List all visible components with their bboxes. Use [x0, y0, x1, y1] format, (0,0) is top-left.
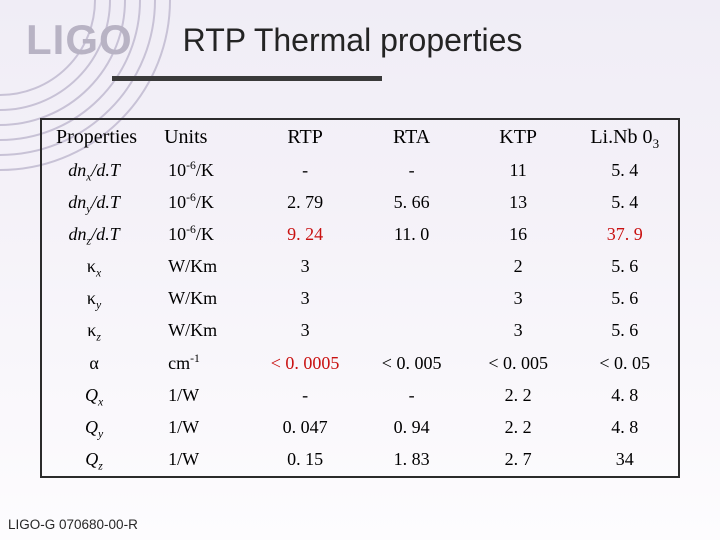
table-row: κyW/Km335. 6	[42, 283, 678, 315]
linb-cell: 34	[571, 444, 678, 476]
rta-cell: 0. 94	[358, 412, 465, 444]
table-row: Qx1/W--2. 24. 8	[42, 380, 678, 412]
property-cell: κy	[42, 283, 150, 315]
col-linb-label: Li.Nb 0	[590, 126, 652, 148]
linb-cell: 5. 6	[571, 283, 678, 315]
property-cell: dnz/d.T	[42, 219, 150, 251]
rtp-cell: 3	[252, 283, 359, 315]
rta-cell: -	[358, 155, 465, 187]
col-linb-sub: 3	[653, 136, 660, 151]
table-row: αcm-1< 0. 0005< 0. 005< 0. 005< 0. 05	[42, 348, 678, 380]
rtp-cell: 9. 24	[252, 219, 359, 251]
table-body: dnx/d.T10-6/K--115. 4dny/d.T10-6/K2. 795…	[42, 155, 678, 476]
property-cell: dnx/d.T	[42, 155, 150, 187]
ktp-cell: 16	[465, 219, 572, 251]
units-cell: W/Km	[150, 251, 252, 283]
col-units: Units	[150, 120, 252, 155]
linb-cell: 5. 4	[571, 187, 678, 219]
rtp-cell: 3	[252, 251, 359, 283]
col-rtp: RTP	[252, 120, 359, 155]
units-cell: 10-6/K	[150, 155, 252, 187]
property-cell: κx	[42, 251, 150, 283]
linb-cell: 5. 6	[571, 251, 678, 283]
units-cell: 1/W	[150, 380, 252, 412]
units-cell: W/Km	[150, 283, 252, 315]
rta-cell	[358, 251, 465, 283]
ktp-cell: 3	[465, 283, 572, 315]
property-cell: Qx	[42, 380, 150, 412]
rta-cell	[358, 315, 465, 347]
rtp-cell: 0. 047	[252, 412, 359, 444]
rta-cell: -	[358, 380, 465, 412]
header: LIGO RTP Thermal properties	[26, 16, 700, 64]
linb-cell: 4. 8	[571, 380, 678, 412]
linb-cell: 37. 9	[571, 219, 678, 251]
ktp-cell: 13	[465, 187, 572, 219]
ktp-cell: 2. 2	[465, 380, 572, 412]
rtp-cell: 0. 15	[252, 444, 359, 476]
linb-cell: 4. 8	[571, 412, 678, 444]
units-cell: 1/W	[150, 412, 252, 444]
rtp-cell: 3	[252, 315, 359, 347]
rtp-cell: -	[252, 155, 359, 187]
property-cell: dny/d.T	[42, 187, 150, 219]
table-row: Qz1/W0. 151. 832. 734	[42, 444, 678, 476]
units-cell: W/Km	[150, 315, 252, 347]
ktp-cell: 2	[465, 251, 572, 283]
table-row: κxW/Km3 25. 6	[42, 251, 678, 283]
units-cell: 10-6/K	[150, 187, 252, 219]
ktp-cell: 2. 2	[465, 412, 572, 444]
table-row: dnz/d.T10-6/K9. 2411. 01637. 9	[42, 219, 678, 251]
table-row: κzW/Km335. 6	[42, 315, 678, 347]
properties-table-container: Properties Units RTP RTA KTP Li.Nb 03 dn…	[40, 118, 680, 478]
units-cell: 10-6/K	[150, 219, 252, 251]
table-row: dny/d.T10-6/K2. 795. 66135. 4	[42, 187, 678, 219]
table-row: dnx/d.T10-6/K--115. 4	[42, 155, 678, 187]
table-row: Qy1/W0. 0470. 942. 24. 8	[42, 412, 678, 444]
slide-footer: LIGO-G 070680-00-R	[8, 517, 138, 532]
rtp-cell: < 0. 0005	[252, 348, 359, 380]
rta-cell: 11. 0	[358, 219, 465, 251]
page-title: RTP Thermal properties	[183, 22, 523, 59]
rta-cell: < 0. 005	[358, 348, 465, 380]
linb-cell: 5. 6	[571, 315, 678, 347]
col-rta: RTA	[358, 120, 465, 155]
col-properties: Properties	[42, 120, 150, 155]
ktp-cell: < 0. 005	[465, 348, 572, 380]
property-cell: Qy	[42, 412, 150, 444]
linb-cell: 5. 4	[571, 155, 678, 187]
title-rule	[112, 76, 382, 81]
units-cell: 1/W	[150, 444, 252, 476]
property-cell: α	[42, 348, 150, 380]
ktp-cell: 3	[465, 315, 572, 347]
linb-cell: < 0. 05	[571, 348, 678, 380]
rtp-cell: -	[252, 380, 359, 412]
rta-cell	[358, 283, 465, 315]
rta-cell: 1. 83	[358, 444, 465, 476]
rtp-cell: 2. 79	[252, 187, 359, 219]
col-ktp: KTP	[465, 120, 572, 155]
col-linb: Li.Nb 03	[571, 120, 678, 155]
ligo-logo: LIGO	[26, 16, 133, 64]
properties-table: Properties Units RTP RTA KTP Li.Nb 03 dn…	[42, 120, 678, 476]
units-cell: cm-1	[150, 348, 252, 380]
rta-cell: 5. 66	[358, 187, 465, 219]
property-cell: κz	[42, 315, 150, 347]
property-cell: Qz	[42, 444, 150, 476]
ktp-cell: 11	[465, 155, 572, 187]
table-header-row: Properties Units RTP RTA KTP Li.Nb 03	[42, 120, 678, 155]
ktp-cell: 2. 7	[465, 444, 572, 476]
